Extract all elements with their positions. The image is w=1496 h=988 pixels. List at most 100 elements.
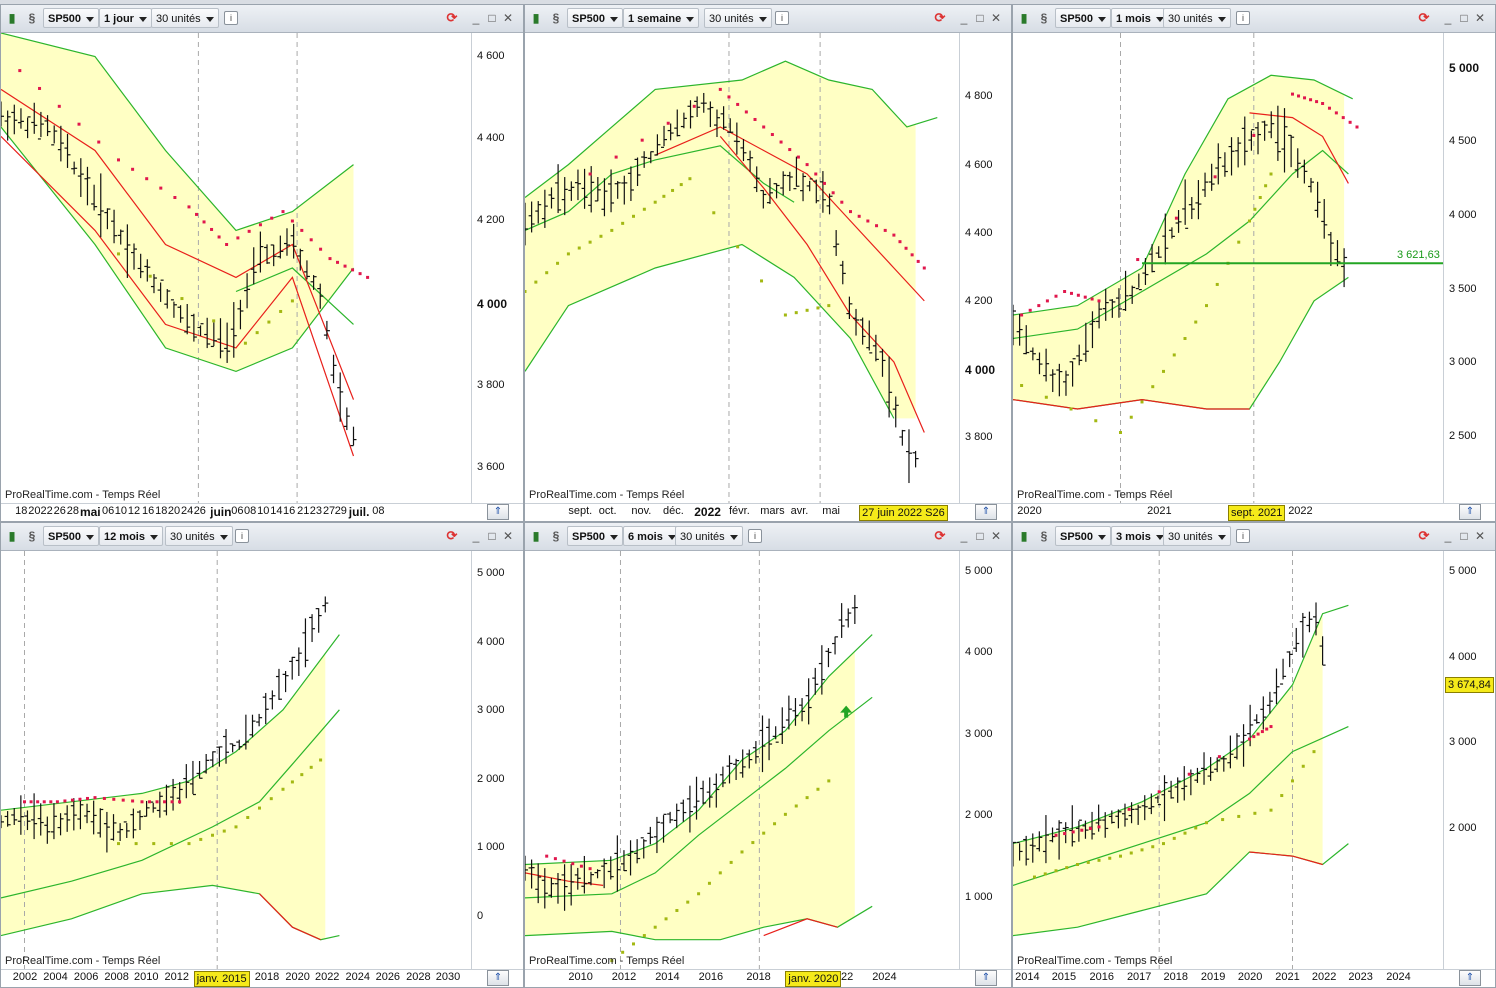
scroll-to-end-button[interactable]: ⇑ [487, 504, 509, 520]
x-axis-label: 29 [334, 505, 347, 517]
timeframe-selector[interactable]: 1 mois [1111, 8, 1169, 28]
refresh-icon[interactable]: ⟳ [934, 10, 946, 25]
sar-dot [1086, 860, 1090, 864]
chart-panel-daily[interactable]: ▮ § SP500 1 jour 30 unités i ⟳ _ □ ✕ 4 600 4 400 4 2… [0, 4, 524, 522]
close-icon[interactable]: ✕ [502, 529, 514, 543]
scroll-to-end-button[interactable]: ⇑ [487, 970, 509, 986]
link-icon[interactable]: § [1040, 529, 1048, 543]
upper-band-line [1, 33, 354, 232]
candlestick-icon[interactable]: ▮ [1020, 529, 1028, 543]
timeframe-selector[interactable]: 1 jour [99, 8, 152, 28]
minimize-icon[interactable]: _ [960, 11, 968, 25]
refresh-icon[interactable]: ⟳ [446, 528, 458, 543]
maximize-icon[interactable]: □ [488, 11, 496, 25]
info-icon[interactable]: i [224, 11, 238, 25]
chart-panel-12-months[interactable]: ▮ § SP500 12 mois 30 unités i ⟳ _ □ ✕ 5 000 4 000 3 … [0, 522, 524, 988]
sar-dot [805, 796, 809, 800]
close-icon[interactable]: ✕ [502, 11, 514, 25]
chevron-down-icon [610, 534, 619, 540]
chart-panel-6-months[interactable]: ▮ § SP500 6 mois 30 unités i ⟳ _ □ ✕ 5 000 4 000 3 0… [524, 522, 1012, 988]
info-icon[interactable]: i [1236, 529, 1250, 543]
price-chart[interactable] [1013, 33, 1443, 503]
candlestick-icon[interactable]: ▮ [8, 11, 16, 25]
scroll-to-end-button[interactable]: ⇑ [1459, 504, 1481, 520]
close-icon[interactable]: ✕ [990, 529, 1002, 543]
close-icon[interactable]: ✕ [990, 11, 1002, 25]
maximize-icon[interactable]: □ [1460, 529, 1468, 543]
price-chart[interactable] [1, 551, 471, 969]
minimize-icon[interactable]: _ [960, 529, 968, 543]
candlestick-icon[interactable]: ▮ [532, 529, 540, 543]
maximize-icon[interactable]: □ [976, 529, 984, 543]
price-chart[interactable] [525, 551, 959, 969]
x-axis-label: 2020 [1237, 971, 1263, 983]
price-chart[interactable] [1013, 551, 1443, 969]
symbol-selector[interactable]: SP500 [43, 526, 100, 546]
sar-dot [1269, 725, 1273, 729]
link-icon[interactable]: § [28, 11, 36, 25]
x-axis-label: 2022 [1311, 971, 1337, 983]
minimize-icon[interactable]: _ [1444, 11, 1452, 25]
maximize-icon[interactable]: □ [976, 11, 984, 25]
link-icon[interactable]: § [28, 529, 36, 543]
link-icon[interactable]: § [1040, 11, 1048, 25]
y-axis-label: 5 000 [1449, 564, 1477, 577]
units-selector[interactable]: 30 unités [675, 526, 743, 546]
candlestick-icon[interactable]: ▮ [1020, 11, 1028, 25]
price-chart[interactable] [1, 33, 471, 503]
link-icon[interactable]: § [552, 11, 560, 25]
minimize-icon[interactable]: _ [472, 11, 480, 25]
sar-dot [1090, 297, 1094, 301]
timeframe-selector[interactable]: 1 semaine [623, 8, 700, 28]
sar-dot [1097, 299, 1101, 303]
units-selector[interactable]: 30 unités [1163, 526, 1231, 546]
chart-panel-weekly[interactable]: ▮ § SP500 1 semaine 30 unités i ⟳ _ □ ✕ 4 800 4 600… [524, 4, 1012, 522]
units-selector[interactable]: 30 unités [165, 526, 233, 546]
units-selector[interactable]: 30 unités [704, 8, 772, 28]
info-icon[interactable]: i [775, 11, 789, 25]
timeframe-selector[interactable]: 3 mois [1111, 526, 1169, 546]
x-axis-label: mars [760, 505, 785, 517]
x-axis-label: 2020 [285, 971, 310, 983]
scroll-to-end-button[interactable]: ⇑ [1459, 970, 1481, 986]
timeframe-selector[interactable]: 12 mois [99, 526, 163, 546]
refresh-icon[interactable]: ⟳ [1418, 10, 1430, 25]
chart-panel-monthly[interactable]: ▮ § SP500 1 mois 30 unités i ⟳ _ □ ✕ 5 000 4 500 4 0… [1012, 4, 1496, 522]
units-selector[interactable]: 30 unités [1163, 8, 1231, 28]
minimize-icon[interactable]: _ [472, 529, 480, 543]
sar-dot [217, 235, 221, 239]
sar-dot [1303, 96, 1307, 100]
candlestick-icon[interactable]: ▮ [532, 11, 540, 25]
chart-panel-3-months[interactable]: ▮ § SP500 3 mois 30 unités i ⟳ _ □ ✕ 5 000 4 000 3 0… [1012, 522, 1496, 988]
minimize-icon[interactable]: _ [1444, 529, 1452, 543]
info-icon[interactable]: i [1236, 11, 1250, 25]
symbol-selector[interactable]: SP500 [1055, 8, 1112, 28]
scroll-to-end-button[interactable]: ⇑ [975, 504, 997, 520]
symbol-selector[interactable]: SP500 [43, 8, 100, 28]
sar-dot [1119, 854, 1122, 858]
sar-dot [328, 257, 332, 261]
ohlc-bars [1013, 602, 1326, 867]
symbol-selector[interactable]: SP500 [1055, 526, 1112, 546]
refresh-icon[interactable]: ⟳ [446, 10, 458, 25]
maximize-icon[interactable]: □ [1460, 11, 1468, 25]
refresh-icon[interactable]: ⟳ [934, 528, 946, 543]
timeframe-selector[interactable]: 6 mois [623, 526, 681, 546]
symbol-selector[interactable]: SP500 [567, 526, 624, 546]
candlestick-icon[interactable]: ▮ [8, 529, 16, 543]
x-axis-label: 2022 [1288, 505, 1313, 517]
units-selector[interactable]: 30 unités [151, 8, 219, 28]
sar-dot [783, 812, 787, 816]
symbol-selector[interactable]: SP500 [567, 8, 624, 28]
maximize-icon[interactable]: □ [488, 529, 496, 543]
price-chart[interactable] [525, 33, 959, 503]
refresh-icon[interactable]: ⟳ [1418, 528, 1430, 543]
sar-dot [840, 200, 844, 204]
close-icon[interactable]: ✕ [1474, 529, 1486, 543]
close-icon[interactable]: ✕ [1474, 11, 1486, 25]
info-icon[interactable]: i [235, 529, 249, 543]
sar-dot [729, 860, 733, 864]
info-icon[interactable]: i [748, 529, 762, 543]
scroll-to-end-button[interactable]: ⇑ [975, 970, 997, 986]
link-icon[interactable]: § [552, 529, 560, 543]
